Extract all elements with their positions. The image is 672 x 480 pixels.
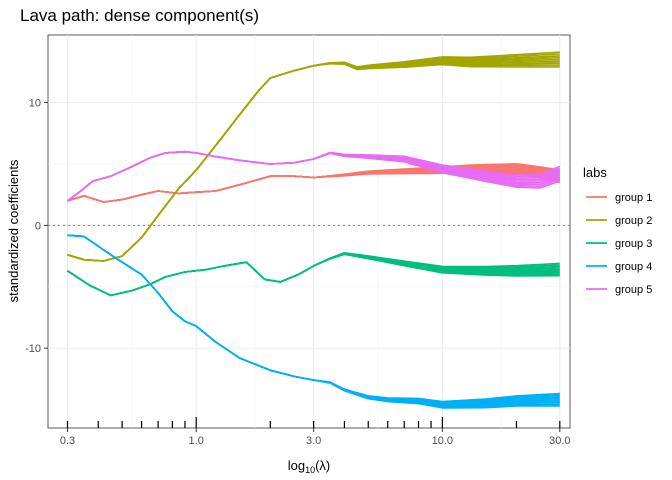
legend-item: group 3 <box>586 238 652 250</box>
x-axis-title: log10(λ) <box>288 458 331 475</box>
series-group-3 <box>67 252 560 297</box>
y-axis-ticks: -10 0 10 <box>25 98 48 355</box>
series-layer <box>67 51 561 409</box>
series-line <box>67 51 560 262</box>
legend-title: labs <box>583 165 607 180</box>
series-line <box>67 252 560 297</box>
x-tick-label: 10.0 <box>432 435 453 447</box>
series-group-4 <box>67 234 560 409</box>
x-rug-marks <box>66 417 561 428</box>
series-line <box>67 150 561 202</box>
legend-label: group 3 <box>615 238 652 250</box>
legend-item: group 4 <box>586 261 652 273</box>
x-tick-label: 1.0 <box>189 435 204 447</box>
legend-label: group 1 <box>615 192 652 204</box>
series-group-2 <box>67 51 560 262</box>
y-tick-label: 10 <box>29 98 41 110</box>
series-group-5 <box>67 150 561 202</box>
series-line <box>67 234 560 403</box>
legend-label: group 5 <box>615 284 652 296</box>
legend-item: group 5 <box>586 284 652 296</box>
x-tick-label: 0.3 <box>60 435 75 447</box>
legend-item: group 1 <box>586 192 652 204</box>
x-tick-label: 3.0 <box>306 435 321 447</box>
legend-item: group 2 <box>586 215 652 227</box>
legend: labs group 1 group 2 group 3 group 4 group 5 <box>583 165 652 296</box>
x-tick-label: 30.0 <box>549 435 570 447</box>
series-line <box>67 163 560 203</box>
y-tick-label: 0 <box>35 220 41 232</box>
plot-panel <box>47 34 571 429</box>
chart-title: Lava path: dense component(s) <box>20 6 259 25</box>
y-axis-title: standardized coefficients <box>6 159 21 302</box>
legend-label: group 4 <box>615 261 652 273</box>
y-tick-label: -10 <box>25 343 41 355</box>
x-axis-ticks: 0.3 1.0 3.0 10.0 30.0 <box>60 428 571 447</box>
series-group-1 <box>67 163 560 203</box>
legend-label: group 2 <box>615 215 652 227</box>
